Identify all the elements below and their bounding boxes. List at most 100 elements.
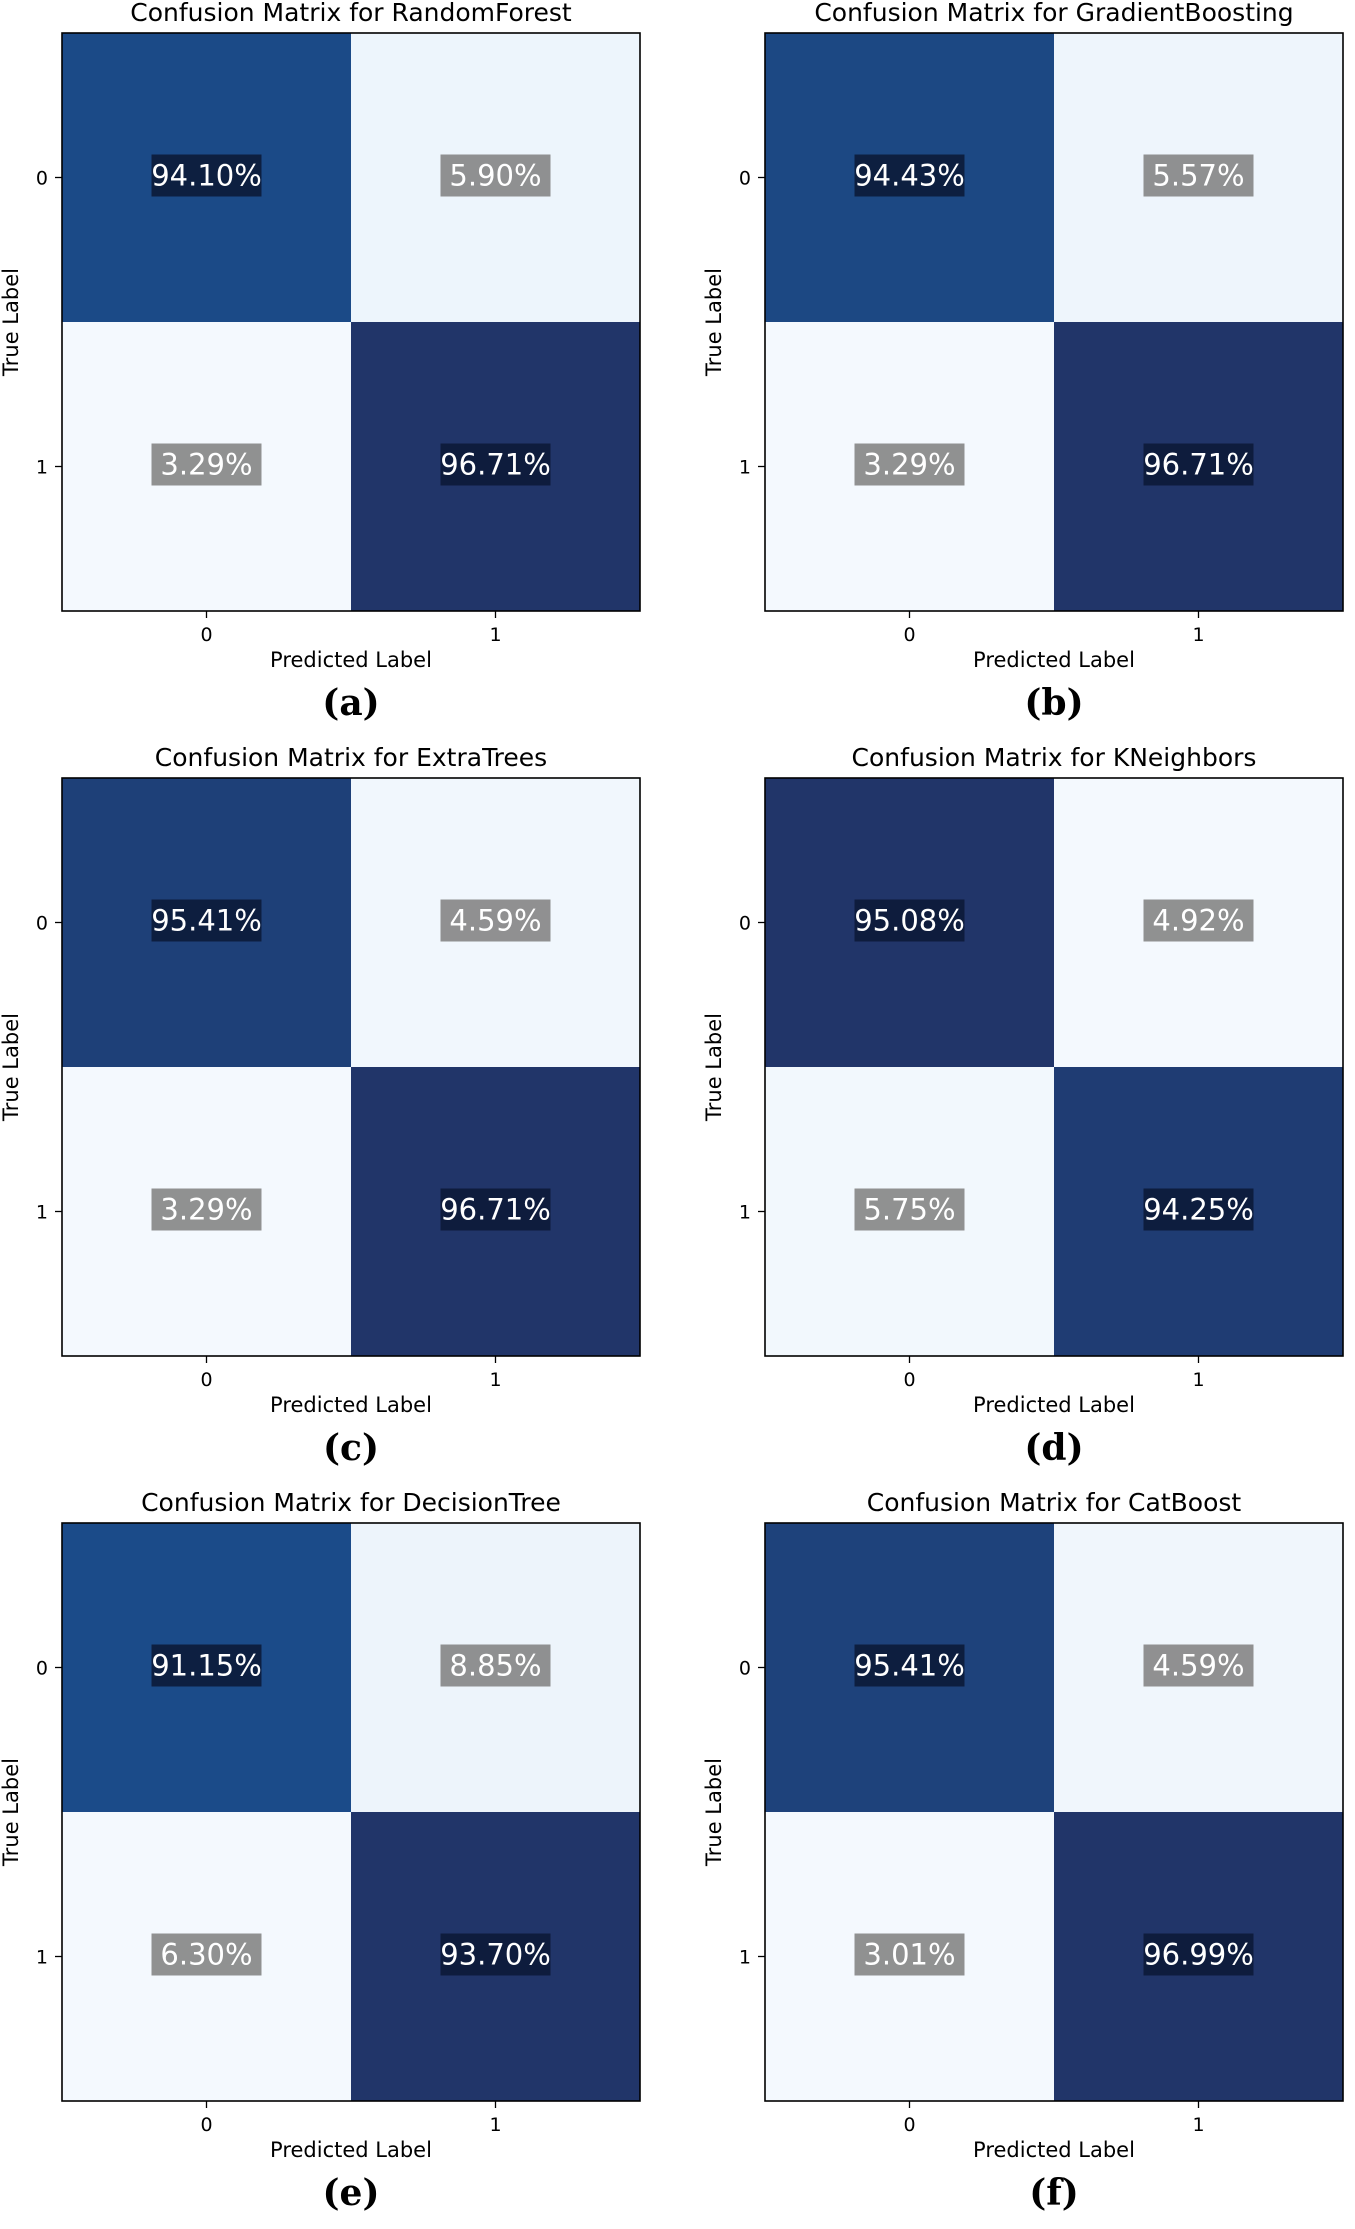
cell-label-box	[1143, 154, 1254, 197]
cell-label-box	[151, 899, 262, 942]
cell-label-box	[1143, 1644, 1254, 1687]
cell-value-label: 96.71%	[440, 1193, 551, 1227]
y-tick-label: 0	[36, 1658, 48, 1680]
cell-label-box	[151, 443, 262, 486]
confusion-matrix-panel: Confusion Matrix for DecisionTree 91.15% 8…	[0, 1488, 641, 2214]
y-tick-label: 1	[739, 1947, 751, 1969]
cell-value-label: 94.25%	[1143, 1193, 1254, 1227]
confusion-matrix-panel: Confusion Matrix for GradientBoosting 94.…	[702, 0, 1344, 724]
cell-value-label: 94.10%	[151, 159, 262, 193]
cell-label-box	[440, 154, 551, 197]
plot-frame	[61, 1522, 641, 2102]
x-axis-label: Predicted Label	[973, 1393, 1135, 1417]
x-tick-label: 1	[1192, 624, 1204, 646]
cell-value-label: 3.01%	[863, 1938, 955, 1972]
x-tick-label: 1	[489, 1369, 501, 1391]
x-axis-label: Predicted Label	[973, 648, 1135, 672]
y-axis-label: True Label	[0, 268, 23, 377]
cell-label-box	[854, 154, 965, 197]
y-tick-label: 0	[739, 168, 751, 190]
cell-label-box	[151, 154, 262, 197]
cell-value-label: 5.57%	[1152, 159, 1244, 193]
plot-frame	[764, 32, 1344, 612]
y-axis-label: True Label	[702, 1013, 726, 1122]
cell-label-box	[1143, 1188, 1254, 1231]
x-tick-label: 1	[489, 624, 501, 646]
confusion-matrix-panel: Confusion Matrix for KNeighbors 95.08% 4.9…	[702, 743, 1344, 1469]
cell-value-label: 4.59%	[1152, 1649, 1244, 1683]
cell-value-label: 91.15%	[151, 1649, 262, 1683]
cell-label-box	[151, 1644, 262, 1687]
chart-title: Confusion Matrix for GradientBoosting	[814, 0, 1293, 27]
y-tick-label: 1	[36, 1947, 48, 1969]
x-tick-label: 1	[489, 2114, 501, 2136]
cell-value-label: 8.85%	[449, 1649, 541, 1683]
cell-label-box	[854, 899, 965, 942]
confusion-matrix-panel: Confusion Matrix for ExtraTrees 95.41% 4.5…	[0, 743, 641, 1469]
cell-value-label: 96.99%	[1143, 1938, 1254, 1972]
y-axis-label: True Label	[702, 268, 726, 377]
x-tick-label: 1	[1192, 2114, 1204, 2136]
x-tick-label: 1	[1192, 1369, 1204, 1391]
chart-title: Confusion Matrix for DecisionTree	[141, 1488, 561, 1517]
y-tick-label: 0	[739, 913, 751, 935]
cell-value-label: 4.59%	[449, 904, 541, 938]
cell-value-label: 94.43%	[854, 159, 965, 193]
plot-frame	[61, 32, 641, 612]
cell-value-label: 93.70%	[440, 1938, 551, 1972]
y-tick-label: 0	[36, 913, 48, 935]
cell-value-label: 5.90%	[449, 159, 541, 193]
x-tick-label: 0	[200, 1369, 212, 1391]
y-axis-label: True Label	[0, 1758, 23, 1867]
cell-label-box	[440, 443, 551, 486]
cell-label-box	[854, 1188, 965, 1231]
cell-label-box	[440, 899, 551, 942]
panel-caption: (e)	[323, 2172, 380, 2214]
x-tick-label: 0	[903, 1369, 915, 1391]
panel-caption: (f)	[1029, 2172, 1079, 2214]
cell-label-box	[1143, 899, 1254, 942]
cell-label-box	[854, 1644, 965, 1687]
x-tick-label: 0	[200, 624, 212, 646]
cell-value-label: 3.29%	[863, 448, 955, 482]
plot-frame	[764, 1522, 1344, 2102]
cell-value-label: 5.75%	[863, 1193, 955, 1227]
panel-caption: (b)	[1024, 682, 1083, 724]
confusion-matrix-panel: Confusion Matrix for CatBoost 95.41% 4.59%…	[702, 1488, 1344, 2214]
x-tick-label: 0	[200, 2114, 212, 2136]
plot-frame	[61, 777, 641, 1357]
y-tick-label: 1	[36, 1202, 48, 1224]
panel-caption: (a)	[322, 682, 379, 724]
x-axis-label: Predicted Label	[270, 1393, 432, 1417]
y-tick-label: 1	[739, 457, 751, 479]
cell-value-label: 3.29%	[160, 448, 252, 482]
cell-value-label: 3.29%	[160, 1193, 252, 1227]
y-tick-label: 0	[36, 168, 48, 190]
cell-value-label: 95.41%	[854, 1649, 965, 1683]
panel-caption: (d)	[1024, 1427, 1083, 1469]
x-axis-label: Predicted Label	[270, 648, 432, 672]
y-tick-label: 1	[739, 1202, 751, 1224]
x-axis-label: Predicted Label	[270, 2138, 432, 2162]
cell-value-label: 95.08%	[854, 904, 965, 938]
cell-value-label: 96.71%	[440, 448, 551, 482]
cell-label-box	[151, 1933, 262, 1976]
y-axis-label: True Label	[702, 1758, 726, 1867]
cell-value-label: 4.92%	[1152, 904, 1244, 938]
cell-label-box	[854, 443, 965, 486]
cell-label-box	[440, 1188, 551, 1231]
y-tick-label: 0	[739, 1658, 751, 1680]
cell-label-box	[151, 1188, 262, 1231]
panel-caption: (c)	[323, 1427, 379, 1469]
cell-value-label: 6.30%	[160, 1938, 252, 1972]
x-tick-label: 0	[903, 624, 915, 646]
x-tick-label: 0	[903, 2114, 915, 2136]
y-tick-label: 1	[36, 457, 48, 479]
cell-label-box	[1143, 1933, 1254, 1976]
x-axis-label: Predicted Label	[973, 2138, 1135, 2162]
confusion-matrix-panel: Confusion Matrix for RandomForest 94.10% 5…	[0, 0, 641, 724]
plot-frame	[764, 777, 1344, 1357]
cell-label-box	[1143, 443, 1254, 486]
chart-title: Confusion Matrix for KNeighbors	[852, 743, 1257, 772]
